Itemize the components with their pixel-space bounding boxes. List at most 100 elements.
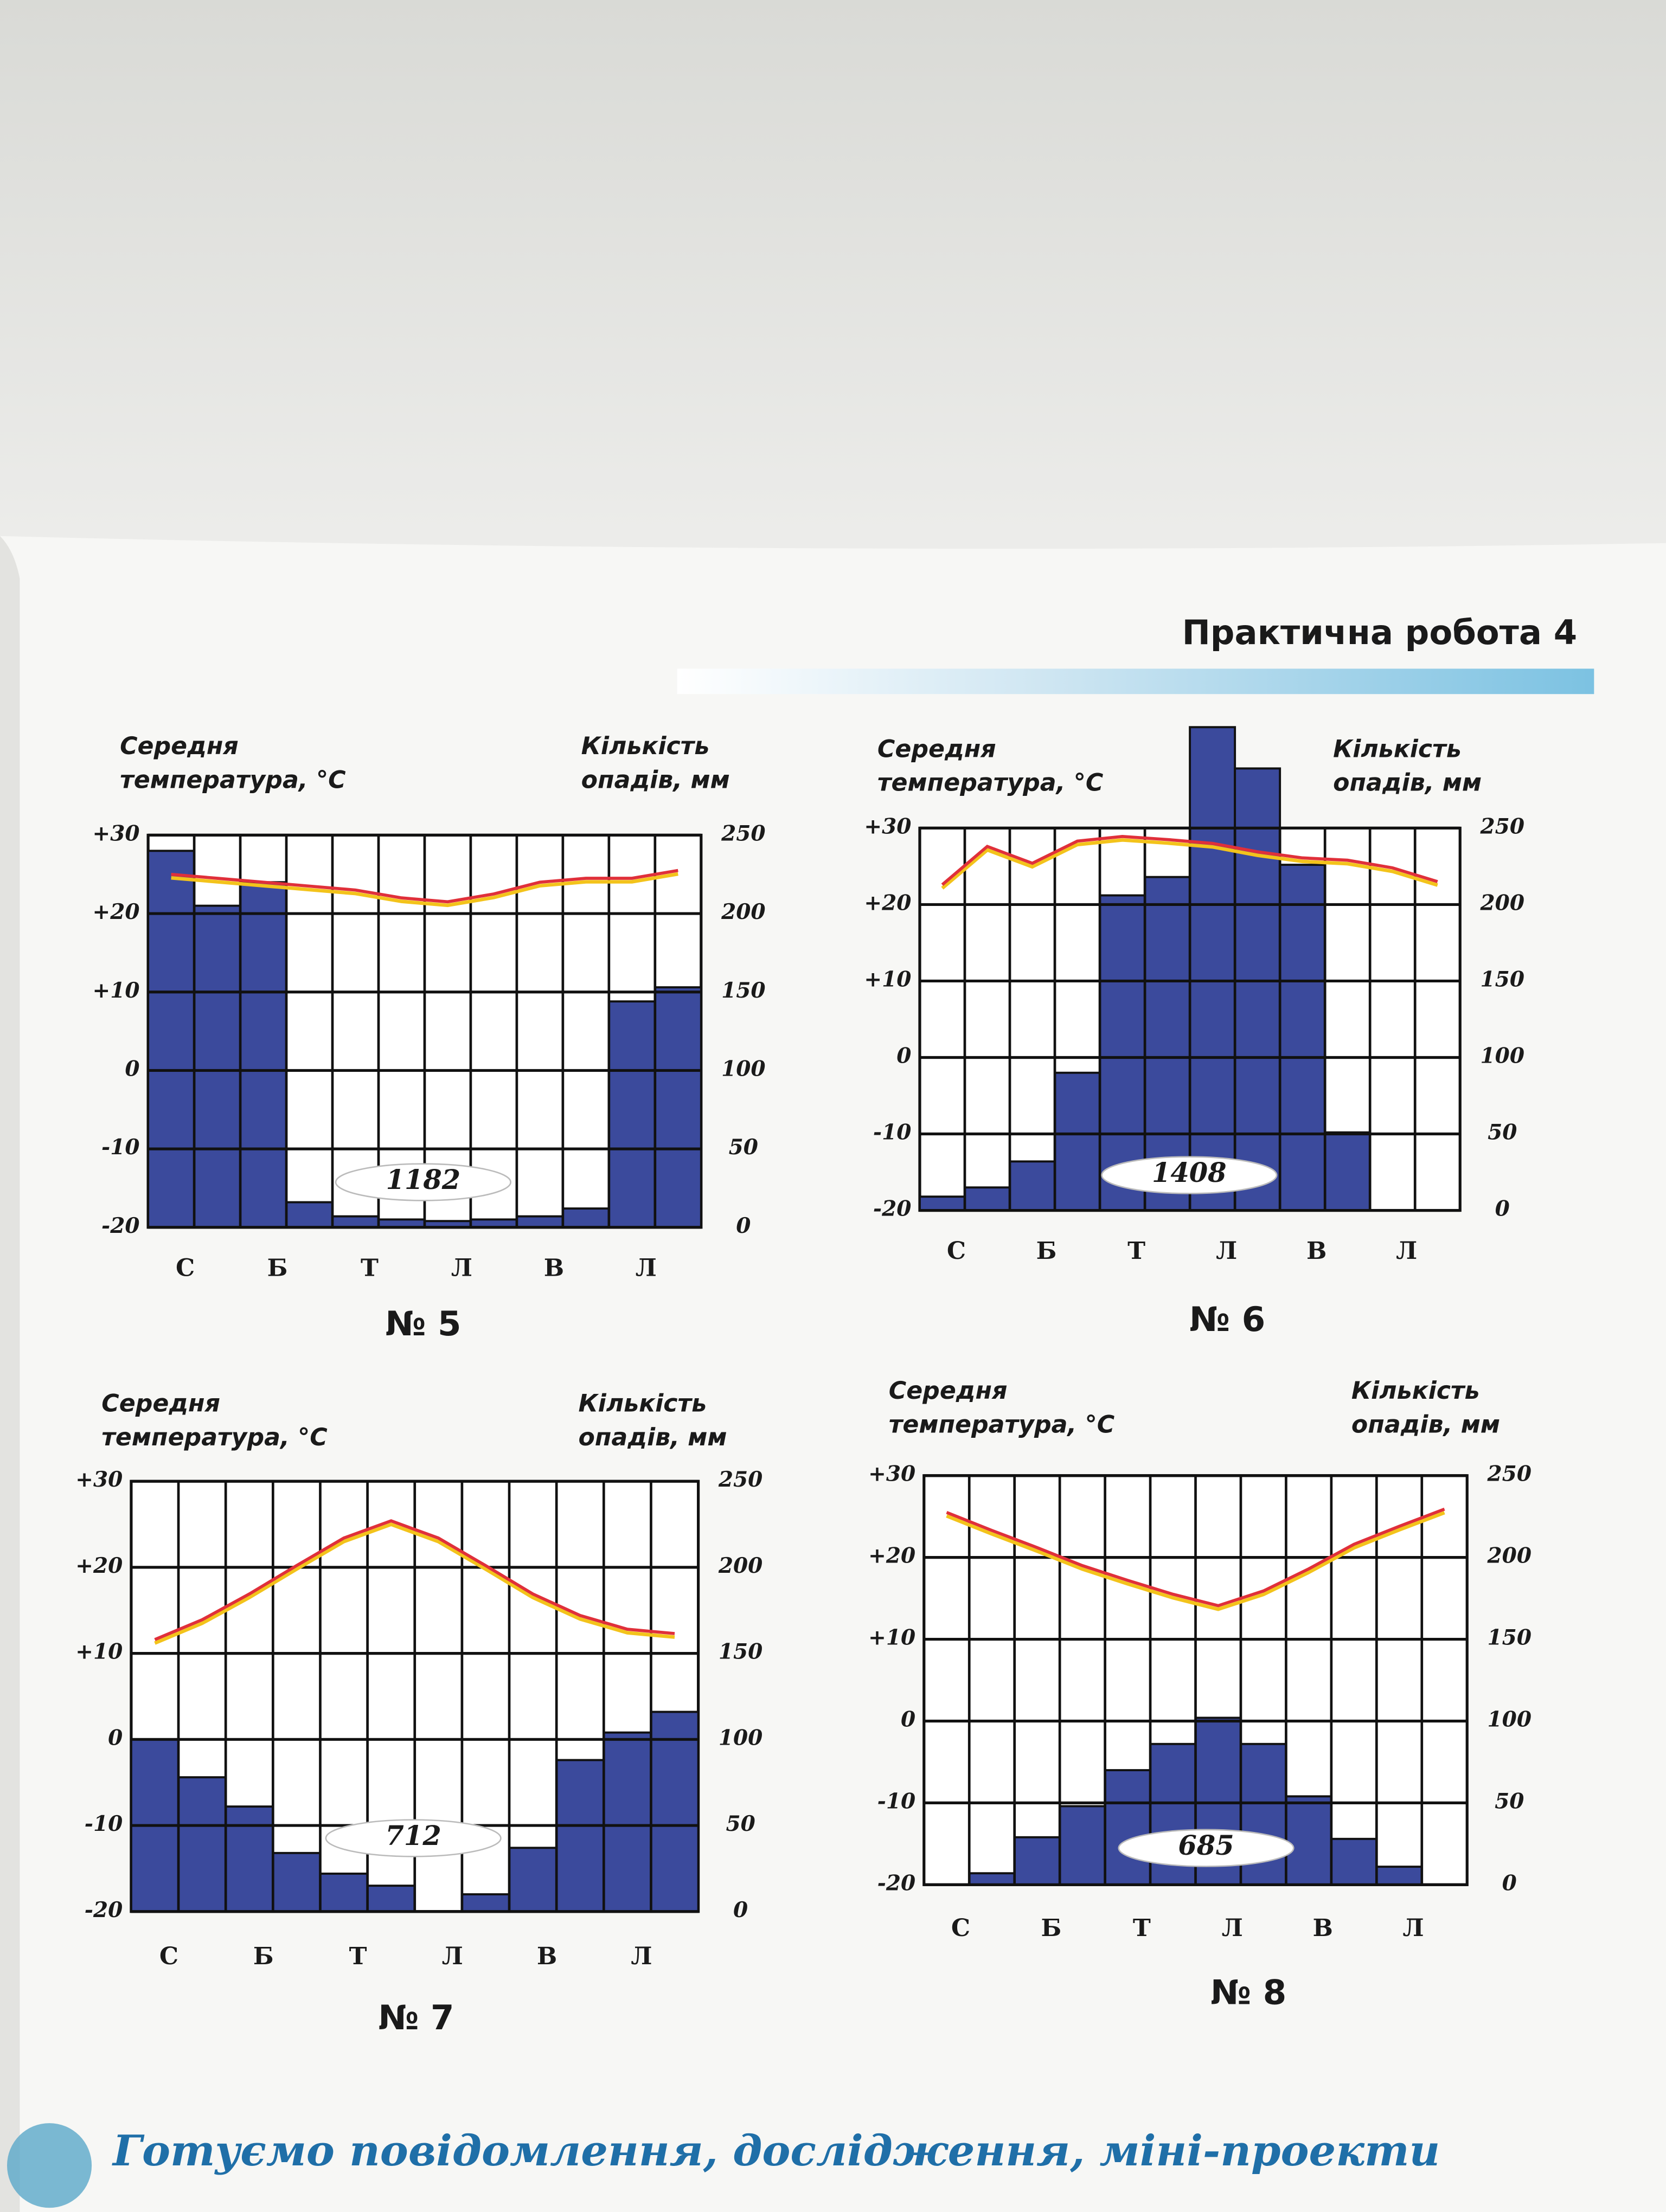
- precipitation-bar: [225, 1805, 274, 1913]
- temperature-line-shadow: [154, 1522, 675, 1645]
- x-tick-label: С: [176, 1253, 195, 1282]
- y-axis-label: Середня: [101, 1390, 220, 1418]
- y-axis-label: температура, °C: [101, 1424, 328, 1451]
- precipitation-bar: [1099, 894, 1146, 1212]
- y2-tick-label: 250: [1480, 814, 1524, 839]
- x-tick-label: В: [1306, 1237, 1327, 1265]
- precipitation-bar: [561, 1207, 610, 1229]
- precipitation-bar: [1104, 1769, 1152, 1886]
- precipitation-bar: [1234, 767, 1281, 1212]
- precipitation-bar: [515, 1215, 564, 1229]
- y2-axis-label: опадів, мм: [581, 767, 730, 794]
- temperature-line-shadow: [946, 1511, 1445, 1611]
- y2-tick-label: 50: [1495, 1789, 1524, 1814]
- precipitation-bar: [1054, 1071, 1101, 1212]
- header-stripe: [677, 668, 1594, 695]
- precipitation-bar: [1279, 864, 1327, 1212]
- x-tick-label: С: [159, 1942, 178, 1970]
- y2-tick-label: 150: [1488, 1625, 1532, 1650]
- y2-tick-label: 250: [1487, 1462, 1532, 1487]
- y-tick-label: 0: [108, 1725, 123, 1750]
- y2-axis-label: Кількість: [1351, 1377, 1480, 1405]
- precipitation-bar: [147, 850, 196, 1229]
- precipitation-bar: [272, 1851, 322, 1913]
- total-badge: [1101, 1156, 1278, 1194]
- precipitation-bar: [607, 1000, 656, 1229]
- temperature-line: [154, 1519, 675, 1641]
- y2-tick-label: 200: [718, 1553, 762, 1578]
- y2-axis-label: Кількість: [578, 1390, 707, 1418]
- y-tick-label: +20: [93, 899, 140, 924]
- y-tick-label: 0: [125, 1056, 139, 1081]
- precipitation-bar: [1144, 876, 1191, 1212]
- precipitation-bar: [1009, 1160, 1056, 1212]
- page-edge: [0, 536, 20, 2212]
- y-tick-label: -20: [85, 1898, 123, 1922]
- total-label: 712: [386, 1820, 441, 1851]
- y-axis-label: температура, °C: [877, 769, 1104, 797]
- y-tick-label: +30: [868, 1462, 915, 1487]
- y-tick-label: +10: [93, 978, 140, 1003]
- y-tick-label: -10: [873, 1120, 911, 1145]
- chart-title: № 6: [1189, 1300, 1265, 1339]
- footer-title: Готуємо повідомлення, дослідження, міні-…: [112, 2126, 1440, 2176]
- y2-tick-label: 250: [718, 1467, 762, 1492]
- y2-tick-label: 50: [729, 1135, 758, 1160]
- y-tick-label: -20: [101, 1213, 139, 1238]
- y2-tick-label: 150: [721, 978, 765, 1003]
- precipitation-bar: [919, 1195, 966, 1212]
- y2-tick-label: 100: [1488, 1707, 1532, 1732]
- total-label: 685: [1178, 1830, 1234, 1861]
- x-tick-label: Т: [361, 1253, 379, 1282]
- precipitation-bar: [319, 1872, 369, 1913]
- y-tick-label: 0: [901, 1707, 915, 1732]
- precipitation-bar: [193, 904, 242, 1229]
- precipitation-bar: [968, 1872, 1016, 1886]
- precipitation-bar: [1324, 1131, 1372, 1212]
- y2-tick-label: 150: [719, 1639, 762, 1664]
- y-tick-label: -10: [101, 1135, 139, 1160]
- x-tick-label: Л: [636, 1253, 657, 1282]
- y2-tick-label: 0: [1502, 1870, 1517, 1895]
- background-wall: [0, 0, 1666, 593]
- y-axis-label: Середня: [877, 735, 996, 763]
- x-tick-label: В: [1312, 1914, 1332, 1942]
- precipitation-bar: [285, 1201, 334, 1229]
- y-tick-label: +20: [868, 1544, 915, 1568]
- temperature-line: [946, 1507, 1445, 1607]
- x-tick-label: Т: [1133, 1914, 1151, 1942]
- precipitation-bar: [331, 1215, 380, 1229]
- x-tick-label: Л: [1396, 1237, 1417, 1265]
- precipitation-bar: [555, 1759, 605, 1913]
- y2-tick-label: 200: [1487, 1544, 1532, 1568]
- total-badge: [335, 1163, 511, 1201]
- y-tick-label: -20: [877, 1870, 915, 1895]
- precipitation-bar: [1330, 1837, 1378, 1886]
- y-axis-label: температура, °C: [120, 767, 346, 794]
- total-label: 1182: [386, 1164, 461, 1195]
- total-label: 1408: [1152, 1157, 1227, 1188]
- precipitation-bar: [1189, 726, 1236, 1212]
- y-tick-label: -10: [85, 1811, 123, 1836]
- y-tick-label: +20: [75, 1553, 123, 1578]
- x-tick-label: В: [544, 1253, 564, 1282]
- y2-tick-label: 0: [733, 1898, 748, 1922]
- x-tick-label: Т: [349, 1942, 367, 1970]
- chart-title: № 5: [385, 1304, 461, 1343]
- precipitation-bar: [1285, 1795, 1332, 1886]
- precipitation-bar: [1013, 1836, 1061, 1886]
- y2-tick-label: 50: [1488, 1120, 1517, 1145]
- y-tick-label: +20: [864, 890, 911, 915]
- precipitation-bar: [653, 986, 702, 1229]
- x-tick-label: Б: [1036, 1237, 1057, 1265]
- x-tick-label: В: [537, 1942, 557, 1970]
- y-axis-label: температура, °C: [889, 1411, 1115, 1439]
- precipitation-bar: [460, 1893, 510, 1913]
- temperature-line-shadow: [171, 872, 678, 908]
- y2-tick-label: 0: [1495, 1197, 1510, 1221]
- precipitation-bar: [603, 1731, 652, 1913]
- y2-tick-label: 100: [719, 1725, 762, 1750]
- temperature-line-shadow: [941, 838, 1438, 890]
